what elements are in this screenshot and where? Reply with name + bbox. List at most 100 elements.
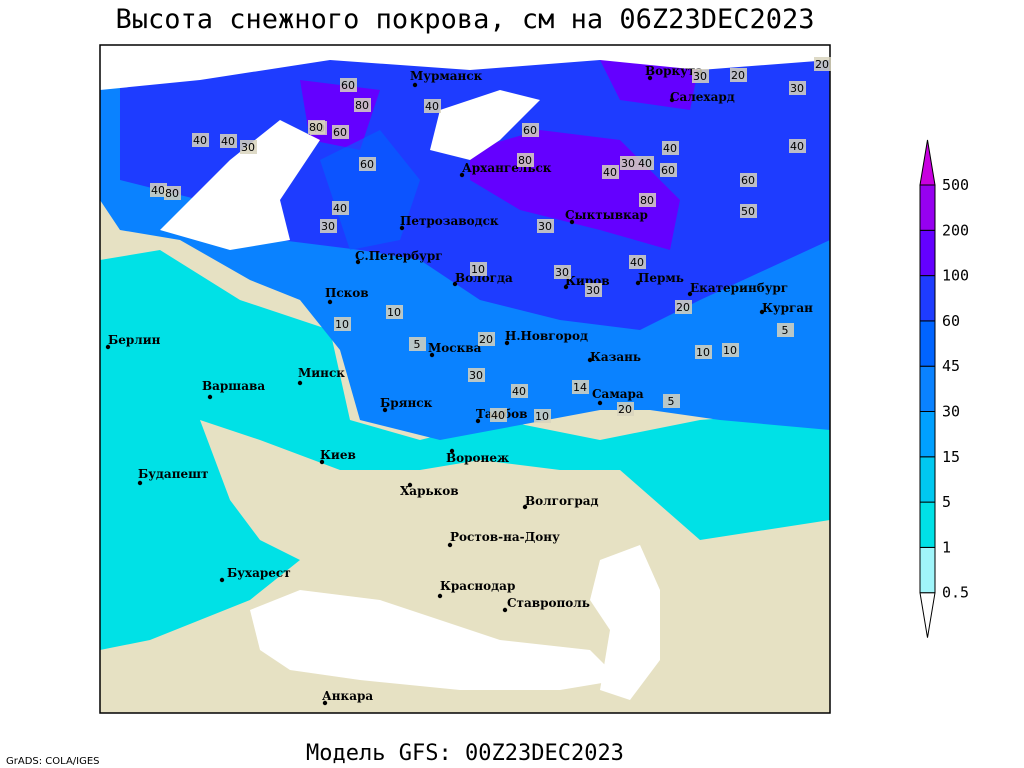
- city-dot: [219, 577, 225, 583]
- contour-label-bg: [359, 157, 376, 171]
- city-dot: [322, 700, 328, 706]
- contour-label-bg: [490, 408, 507, 422]
- contour-label-bg: [814, 57, 831, 71]
- city-dot: [587, 357, 593, 363]
- contour-label: 60: [360, 158, 374, 171]
- contour-label: 30: [790, 82, 804, 95]
- contour-label: 14: [573, 381, 587, 394]
- contour-label-bg: [572, 380, 589, 394]
- city-dot: [759, 309, 765, 315]
- city-label: Екатеринбург: [690, 281, 788, 295]
- city-label: Ростов-на-Дону: [450, 530, 560, 544]
- contour-label: 10: [387, 306, 401, 319]
- map: [100, 45, 830, 713]
- city-dot: [597, 400, 603, 406]
- city-label: Воронеж: [446, 451, 509, 465]
- contour-label-bg: [617, 402, 634, 416]
- map-frame: [99, 44, 831, 714]
- contour-label-bg: [637, 156, 654, 170]
- city-dot: [647, 75, 653, 81]
- contour-label: 40: [790, 140, 804, 153]
- credit: GrADS: COLA/IGES: [6, 756, 100, 767]
- contour-label: 50: [741, 205, 755, 218]
- contour-label-bg: [537, 219, 554, 233]
- contour-label: 20: [479, 333, 493, 346]
- contour-label-bg: [150, 183, 167, 197]
- contour-label: 20: [731, 69, 745, 82]
- city-label: Курган: [762, 301, 813, 315]
- city-label: Воркута: [645, 64, 703, 78]
- city-label: Сыктывкар: [565, 208, 648, 222]
- contour-label: 30: [538, 220, 552, 233]
- contour-label-bg: [192, 133, 209, 147]
- contour-label-bg: [478, 332, 495, 346]
- city-dot: [447, 542, 453, 548]
- city-dot: [669, 97, 675, 103]
- contour-label-bg: [386, 305, 403, 319]
- city-dot: [412, 82, 418, 88]
- contour-label-bg: [639, 193, 656, 207]
- city-dot: [137, 480, 143, 486]
- contour-label: 40: [603, 166, 617, 179]
- contour-label-bg: [240, 140, 257, 154]
- contour-label: 80: [309, 121, 323, 134]
- contour-label: 40: [193, 134, 207, 147]
- contour-label-bg: [789, 81, 806, 95]
- contour-label: 30: [586, 284, 600, 297]
- contour-label: 40: [512, 385, 526, 398]
- contour-label-bg: [424, 99, 441, 113]
- city-dot: [407, 482, 413, 488]
- city-dot: [502, 607, 508, 613]
- contour-label: 5: [414, 338, 421, 351]
- colorbar-box: [919, 456, 936, 503]
- contour-label-bg: [220, 134, 237, 148]
- contour-label: 30: [469, 369, 483, 382]
- city-label: Казань: [590, 350, 641, 364]
- city-dot: [522, 504, 528, 510]
- contour-label-bg: [660, 163, 677, 177]
- contour-label: 80: [165, 187, 179, 200]
- contour-label-bg: [620, 156, 637, 170]
- contour-label-bg: [332, 201, 349, 215]
- colorbar-box: [919, 365, 936, 413]
- city-dot: [437, 593, 443, 599]
- city-label: Варшава: [202, 379, 265, 393]
- contour-label: 10: [335, 318, 349, 331]
- city-dot: [382, 407, 388, 413]
- snow-light: [100, 250, 830, 650]
- colorbar-box: [919, 275, 936, 322]
- contour-label-bg: [554, 265, 571, 279]
- contour-label: 40: [663, 142, 677, 155]
- contour-label-bg: [602, 165, 619, 179]
- contour-label: 30: [321, 220, 335, 233]
- contour-label: 40: [491, 409, 505, 422]
- colorbar-triangle: [919, 139, 936, 186]
- city-dot: [429, 352, 435, 358]
- city-dot: [399, 225, 405, 231]
- city-dot: [319, 459, 325, 465]
- contour-label: 30: [555, 266, 569, 279]
- colorbar-label: 45: [942, 357, 960, 375]
- contour-label-bg: [695, 345, 712, 359]
- city-dot: [449, 448, 455, 454]
- city-dot: [355, 259, 361, 265]
- city-dot: [452, 281, 458, 287]
- colorbar-box: [919, 320, 936, 367]
- city-label: Брянск: [380, 396, 433, 410]
- city-dot: [459, 172, 465, 178]
- colorbar-label: 5: [942, 493, 951, 511]
- caspian-sea: [590, 545, 660, 700]
- contour-label-bg: [470, 262, 487, 276]
- city-dot: [687, 291, 693, 297]
- city-label: Пермь: [638, 271, 684, 285]
- contour-label: 40: [333, 202, 347, 215]
- city-dot: [475, 418, 481, 424]
- title: Высота снежного покрова, см на 06Z23DEC2…: [116, 4, 815, 35]
- contour-label: 10: [723, 344, 737, 357]
- colorbar-box: [919, 501, 936, 548]
- city-label: Ставрополь: [507, 596, 590, 610]
- colorbar-box: [919, 411, 936, 458]
- city-label: Будапешт: [138, 467, 208, 481]
- city-label: Н.Новгород: [505, 329, 588, 343]
